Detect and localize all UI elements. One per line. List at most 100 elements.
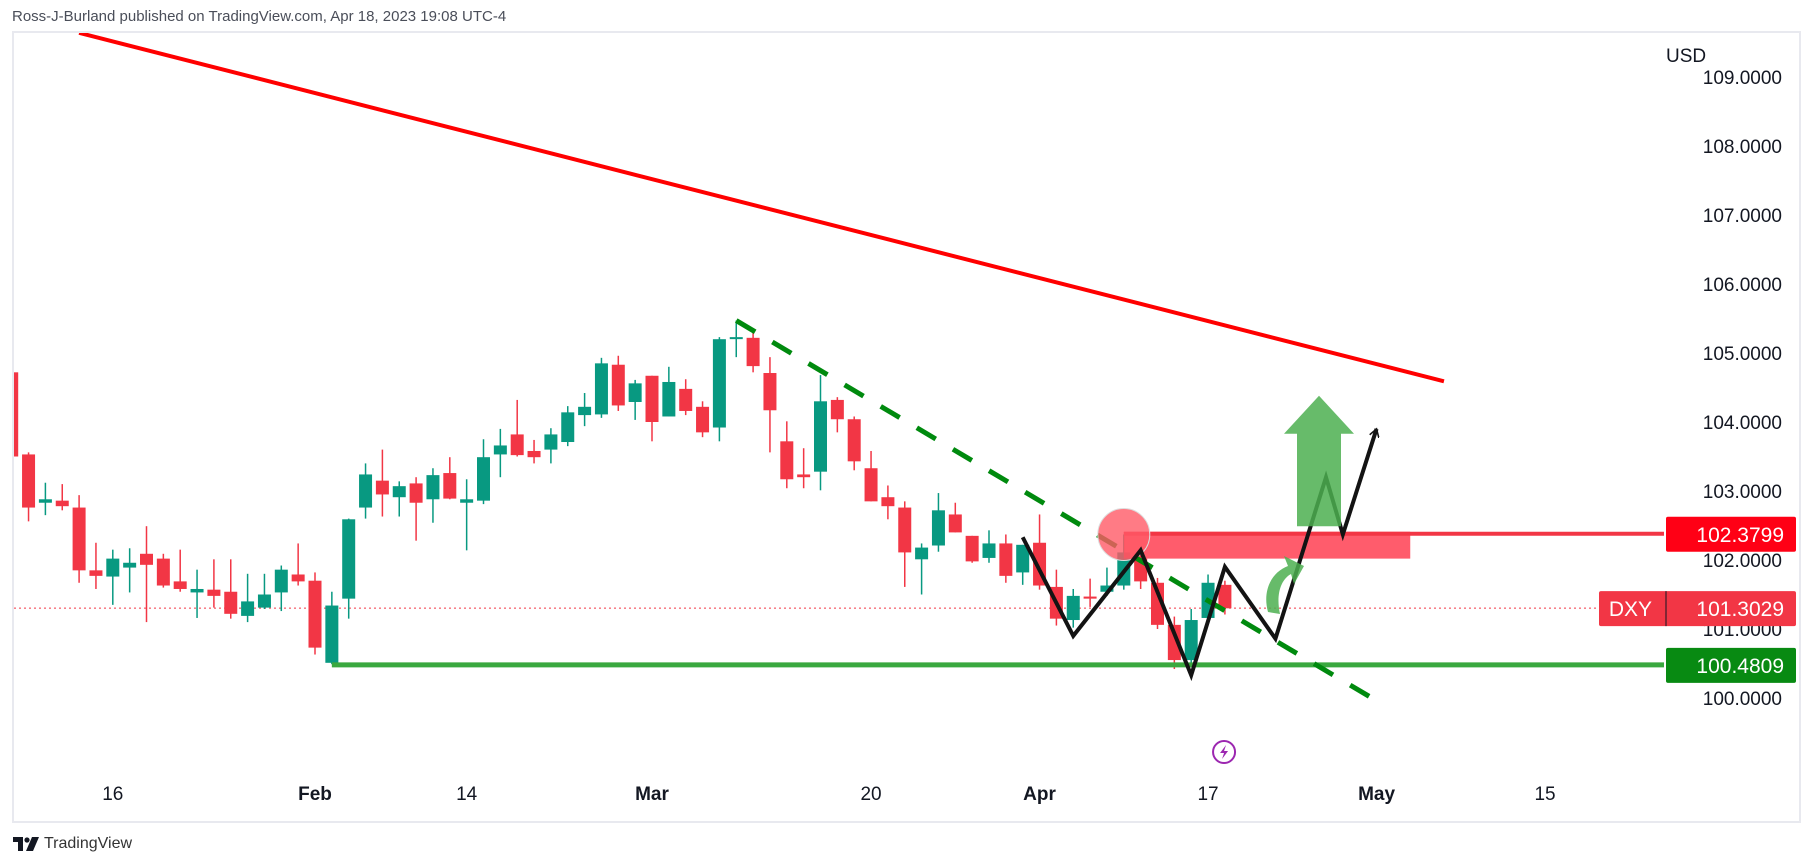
candle: [696, 401, 710, 438]
candle: [190, 569, 204, 618]
candle-body: [1100, 585, 1114, 592]
date-tick: 16: [102, 784, 123, 805]
candle-body: [1184, 620, 1198, 661]
time-axis[interactable]: 16 Feb 14 Mar 20 Apr 17 May 15: [102, 784, 1555, 805]
candle: [241, 573, 255, 623]
candle-body: [460, 499, 474, 503]
candle: [1151, 577, 1164, 629]
candle: [915, 543, 929, 595]
currency-label: USD: [1666, 46, 1706, 67]
date-tick: Feb: [298, 784, 332, 805]
candle-body: [982, 543, 996, 558]
price-tick: 108.0000: [1703, 137, 1782, 158]
candle: [712, 337, 726, 442]
candle: [257, 573, 271, 609]
price-tick: 102.0000: [1703, 551, 1782, 572]
support-price-text: 100.4809: [1696, 655, 1784, 678]
last-price-text: 101.3029: [1696, 598, 1784, 621]
candle-body: [1066, 595, 1080, 621]
candle: [729, 320, 743, 358]
candle-body: [140, 553, 153, 565]
candle: [22, 452, 36, 522]
highlight-circle[interactable]: [1097, 507, 1151, 561]
candle-body: [797, 474, 811, 478]
candle: [679, 379, 693, 416]
candle-body: [915, 547, 929, 560]
candle-body: [696, 406, 710, 433]
candle-body: [746, 337, 760, 367]
candle: [898, 501, 912, 587]
tradingview-logo[interactable]: TradingView: [13, 835, 132, 853]
candle: [359, 463, 373, 519]
price-tick: 104.0000: [1703, 413, 1782, 434]
candle-body: [359, 474, 373, 508]
candle: [55, 484, 69, 511]
candle-body: [1218, 584, 1232, 609]
lightning-icon[interactable]: [1212, 740, 1237, 764]
candle: [291, 543, 305, 586]
candle: [780, 421, 794, 489]
candle: [156, 553, 170, 588]
candle-body: [89, 570, 103, 576]
candle: [72, 495, 86, 583]
candle-body: [594, 363, 608, 415]
candle-body: [628, 383, 642, 402]
candle: [274, 565, 288, 612]
publish-info: Ross-J-Burland published on TradingView.…: [12, 8, 507, 25]
candle-body: [1016, 544, 1030, 573]
candle: [38, 482, 52, 516]
curved-up-arrow-icon[interactable]: [1266, 556, 1304, 614]
candle: [1016, 544, 1030, 585]
candle: [207, 559, 221, 608]
date-tick: Mar: [635, 784, 669, 805]
candle: [578, 393, 592, 427]
candle-body: [241, 601, 255, 616]
candle: [375, 449, 389, 517]
candle-body: [190, 588, 204, 593]
candle: [123, 548, 137, 593]
candle-body: [780, 441, 794, 480]
candle: [847, 416, 861, 471]
candle-body: [156, 558, 170, 586]
price-axis[interactable]: 100.0000101.0000102.0000103.0000104.0000…: [1703, 68, 1782, 710]
candle: [325, 591, 339, 665]
candle: [561, 406, 575, 447]
up-arrow-icon[interactable]: [1284, 395, 1354, 527]
candle-body: [662, 381, 676, 417]
candle-body: [763, 373, 777, 411]
candle-body: [847, 419, 861, 462]
dashed-trendline[interactable]: [734, 318, 1378, 703]
candle-body: [645, 375, 659, 422]
candle: [409, 477, 423, 541]
plot-area[interactable]: [5, 33, 1664, 703]
candle-body: [375, 480, 389, 495]
candle: [342, 518, 356, 619]
candle-body: [224, 591, 238, 614]
candle-body: [106, 558, 120, 577]
candle-body: [291, 574, 305, 582]
candle: [662, 366, 676, 417]
candle-body: [1083, 596, 1097, 599]
candle-body: [611, 364, 625, 406]
resistance-zone[interactable]: [1123, 531, 1411, 559]
candle: [1083, 578, 1097, 607]
candle: [746, 330, 760, 373]
candle: [881, 485, 895, 520]
candle-body: [948, 514, 962, 533]
resistance-trendline[interactable]: [78, 33, 1445, 384]
candle: [510, 399, 524, 457]
candle-body: [72, 507, 86, 571]
candle: [797, 448, 811, 489]
candle: [982, 530, 996, 563]
date-tick: 15: [1534, 784, 1555, 805]
candle-body: [274, 569, 288, 593]
chart-frame: [12, 31, 1801, 823]
candle: [14, 372, 19, 457]
candle: [1167, 616, 1181, 670]
candle-body: [1151, 582, 1164, 625]
price-labels: 102.3799 DXY 101.3029 100.4809: [1599, 516, 1796, 683]
candle: [527, 439, 541, 464]
candle-body: [55, 500, 69, 507]
candle-body: [679, 388, 693, 411]
